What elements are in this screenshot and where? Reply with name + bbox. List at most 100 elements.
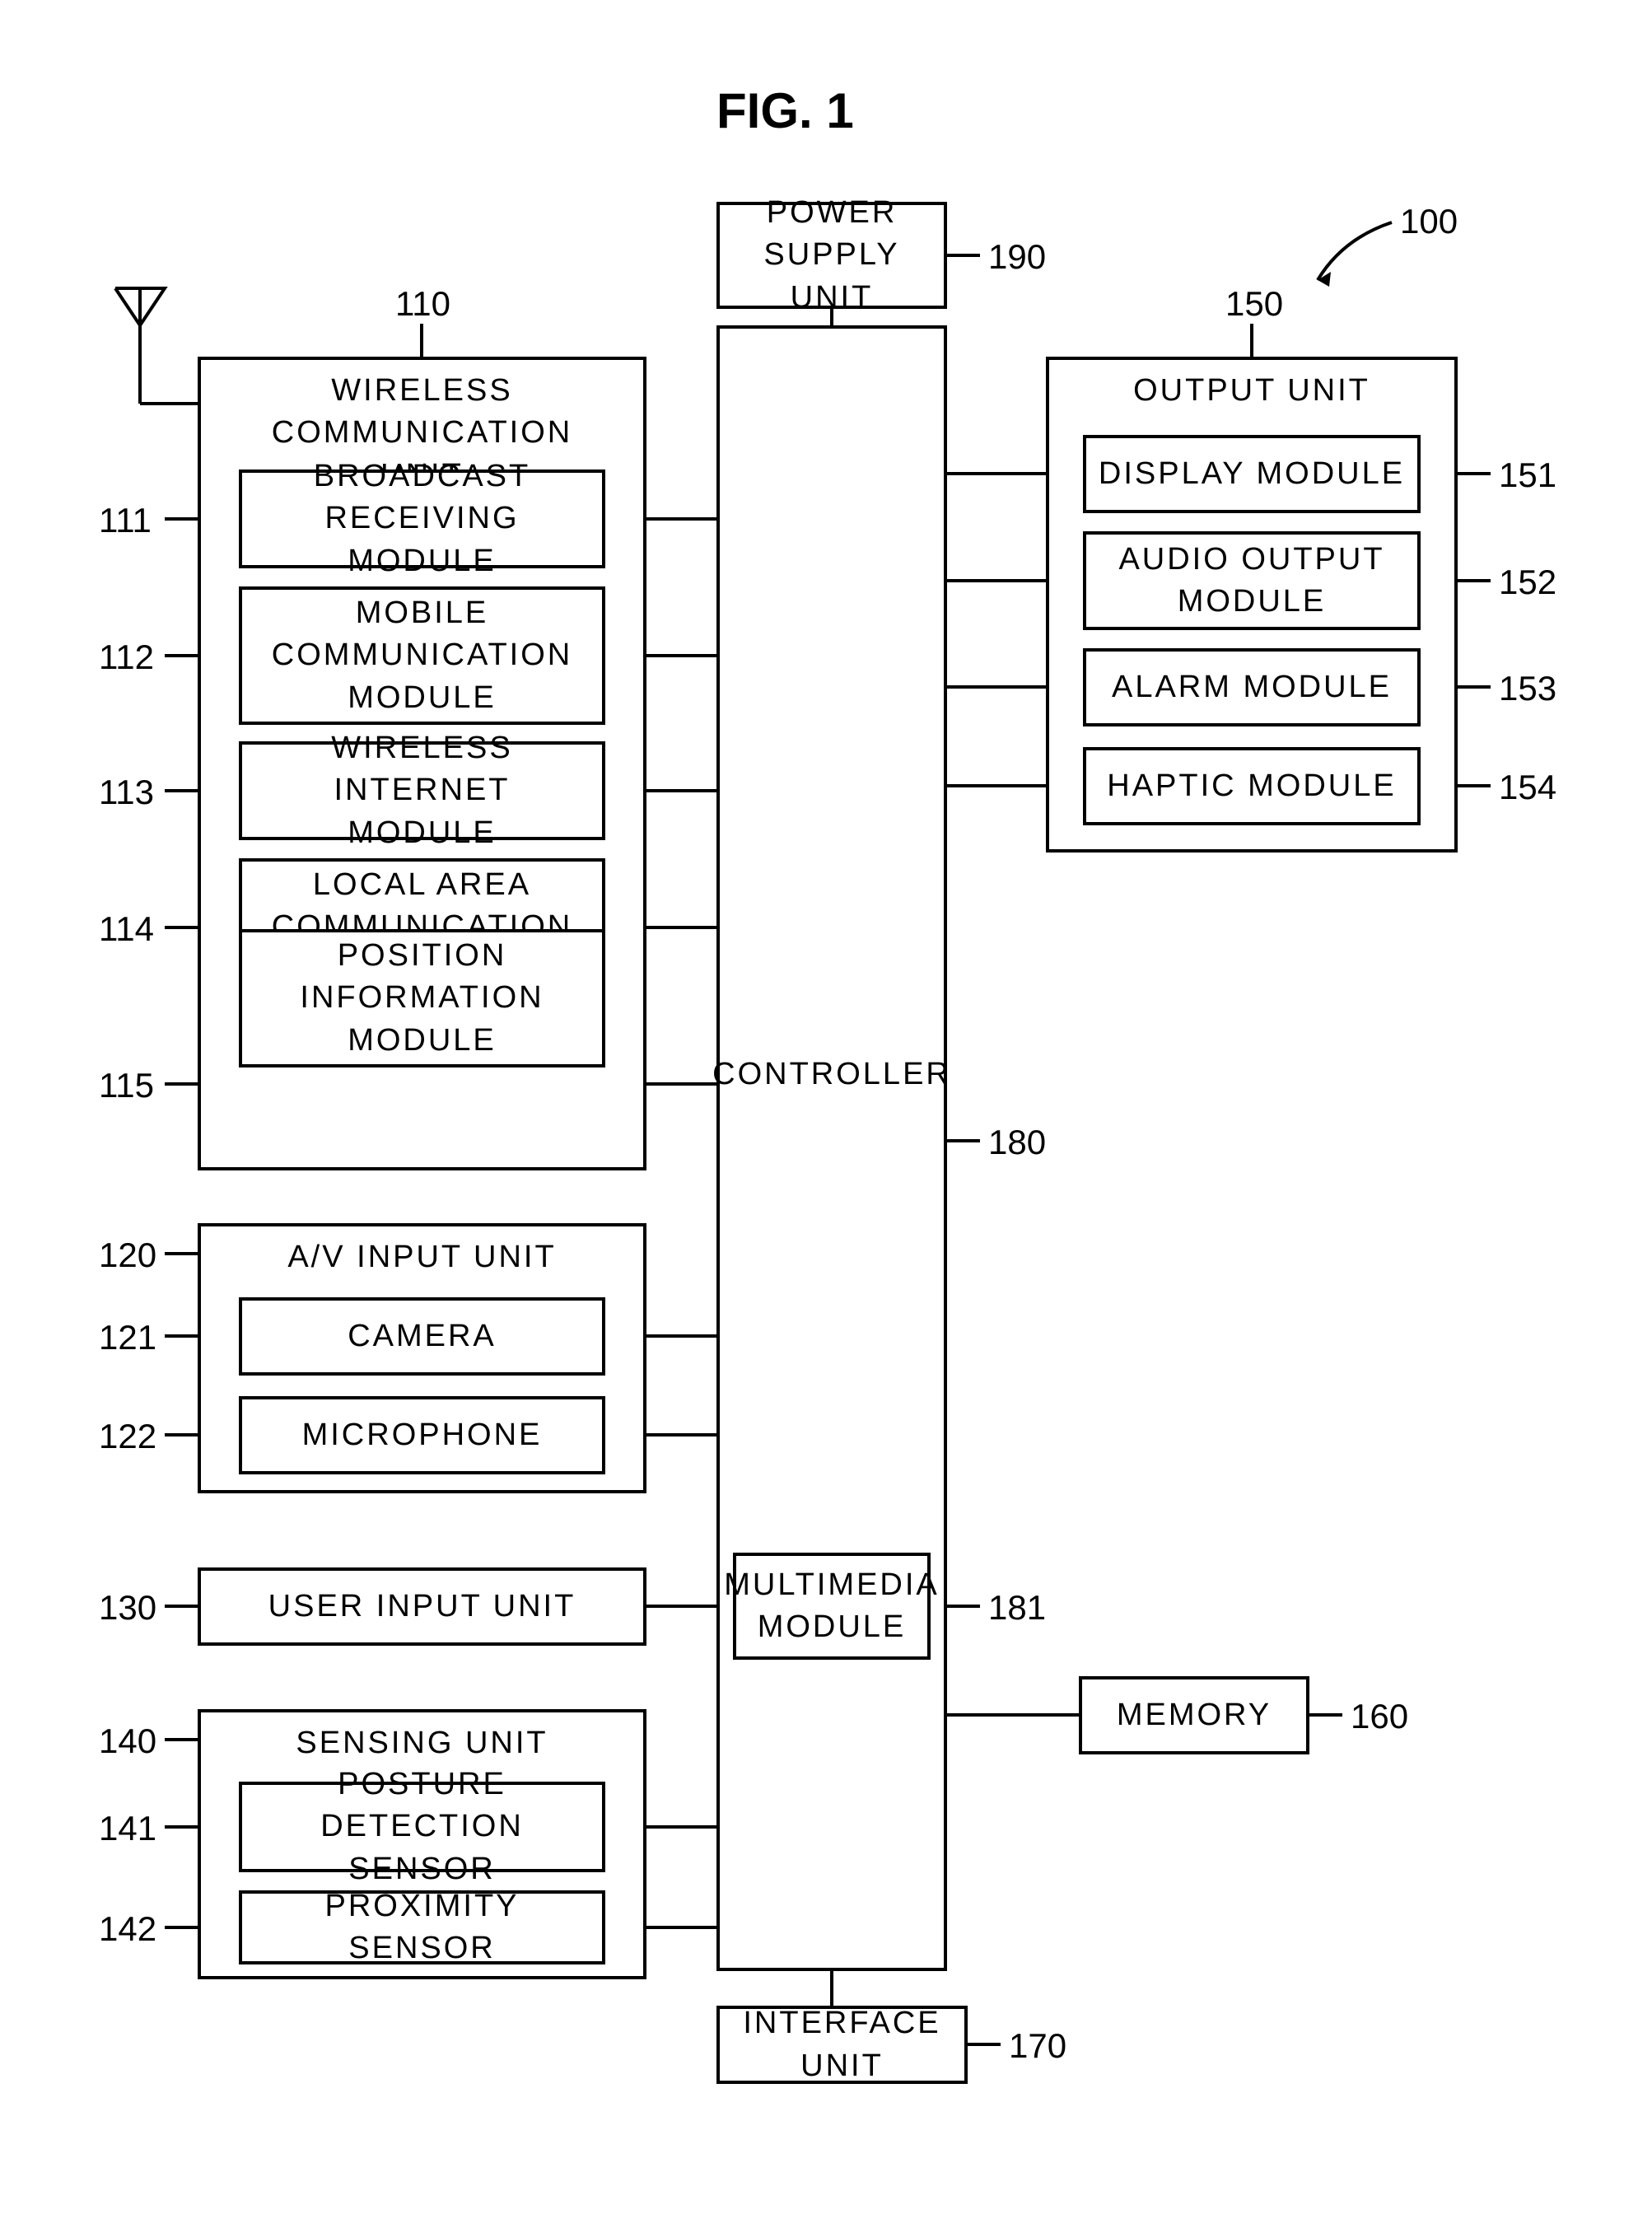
connector [947,685,1046,689]
wireless-internet-module-box: WIRELESS INTERNET MODULE [239,741,605,840]
module-label: POSTURE DETECTION SENSOR [250,1764,594,1890]
ref-190: 190 [988,237,1046,277]
user-input-label: USER INPUT UNIT [268,1586,576,1628]
diagram-canvas: FIG. 1 POWER SUPPLY UNIT 190 CONTROLLER … [0,0,1652,2219]
interface-label: INTERFACE UNIT [728,2002,956,2087]
ref-112: 112 [99,638,154,677]
tick [420,324,423,357]
tick [947,1139,980,1142]
memory-box: MEMORY [1079,1676,1309,1754]
memory-label: MEMORY [1117,1694,1272,1736]
connector [646,926,716,929]
tick [165,1252,198,1255]
tick [165,1926,198,1929]
connector [947,1713,1079,1717]
tick [1458,579,1491,582]
connector [830,309,833,325]
tick [165,1738,198,1741]
tick [165,1433,198,1437]
module-label: DISPLAY MODULE [1099,453,1405,495]
module-label: HAPTIC MODULE [1107,765,1396,807]
tick [1309,1713,1342,1717]
connector [830,1971,833,2006]
tick [947,1605,980,1608]
tick [165,1334,198,1338]
tick [165,926,198,929]
ref-140: 140 [99,1721,156,1761]
tick [165,1605,198,1608]
connector [646,1334,716,1338]
figure-title: FIG. 1 [716,82,854,139]
haptic-module-box: HAPTIC MODULE [1083,747,1421,825]
multimedia-module-box: MULTIMEDIA MODULE [733,1553,931,1660]
alarm-module-box: ALARM MODULE [1083,648,1421,726]
output-title: OUTPUT UNIT [1049,370,1454,412]
proximity-sensor-box: PROXIMITY SENSOR [239,1890,605,1964]
tick [165,517,198,521]
connector [947,579,1046,582]
ref-151: 151 [1499,455,1556,495]
module-label: ALARM MODULE [1112,666,1392,708]
user-input-unit-box: USER INPUT UNIT [198,1567,646,1646]
conn-115 [646,1082,716,1086]
ref-180: 180 [988,1123,1046,1162]
module-label: BROADCAST RECEIVING MODULE [250,455,594,582]
module-label: POSITION INFORMATION MODULE [300,935,544,1062]
sensing-title: SENSING UNIT [201,1722,643,1764]
module-label: MICROPHONE [302,1414,543,1456]
ref-110: 110 [395,284,450,324]
connector [646,789,716,792]
tick [165,789,198,792]
ref-121: 121 [99,1318,156,1357]
ref-160: 160 [1351,1697,1408,1736]
ref-122: 122 [99,1417,156,1456]
tick [968,2043,1001,2046]
ref-152: 152 [1499,563,1556,602]
display-module-box: DISPLAY MODULE [1083,435,1421,513]
tick [165,1825,198,1829]
ref-115: 115 [99,1066,154,1105]
module-label: AUDIO OUTPUT MODULE [1118,539,1384,624]
connector [646,654,716,657]
module-label: WIRELESS INTERNET MODULE [250,727,594,854]
module-label: CAMERA [348,1315,497,1357]
connector [646,1433,716,1437]
ref-170: 170 [1009,2026,1066,2066]
module-label: MOBILE COMMUNICATION MODULE [272,592,573,719]
ref-100: 100 [1400,202,1458,241]
ref-111: 111 [99,501,152,540]
tick [1458,784,1491,787]
power-supply-unit-box: POWER SUPPLY UNIT [716,202,947,309]
power-supply-label: POWER SUPPLY UNIT [728,192,936,319]
posture-detection-sensor-box: POSTURE DETECTION SENSOR [239,1782,605,1872]
position-information-module-box-final-visible: POSITION INFORMATION MODULE [239,929,605,1067]
controller-box: CONTROLLER [716,325,947,1971]
connector [646,1825,716,1829]
connector [646,1605,716,1608]
tick [1458,685,1491,689]
ref-181: 181 [988,1588,1046,1628]
camera-box: CAMERA [239,1297,605,1376]
mobile-communication-module-box: MOBILE COMMUNICATION MODULE [239,586,605,725]
ref-130: 130 [99,1588,156,1628]
multimedia-label: MULTIMEDIA MODULE [724,1564,940,1649]
tick-115 [165,1082,198,1086]
controller-label: CONTROLLER [712,1053,951,1095]
ref-120: 120 [99,1236,156,1275]
broadcast-receiving-module-box: BROADCAST RECEIVING MODULE [239,469,605,568]
tick [1250,324,1253,357]
ref-113: 113 [99,773,154,812]
connector [947,784,1046,787]
av-title: A/V INPUT UNIT [201,1236,643,1278]
connector [646,517,716,521]
ref-114: 114 [99,909,154,949]
ref-150: 150 [1225,284,1283,324]
microphone-box: MICROPHONE [239,1396,605,1474]
tick [165,654,198,657]
audio-output-module-box: AUDIO OUTPUT MODULE [1083,531,1421,630]
interface-unit-box: INTERFACE UNIT [716,2006,968,2084]
ref-154: 154 [1499,768,1556,807]
ref-141: 141 [99,1809,156,1848]
module-label: PROXIMITY SENSOR [250,1885,594,1970]
tick [1458,472,1491,475]
